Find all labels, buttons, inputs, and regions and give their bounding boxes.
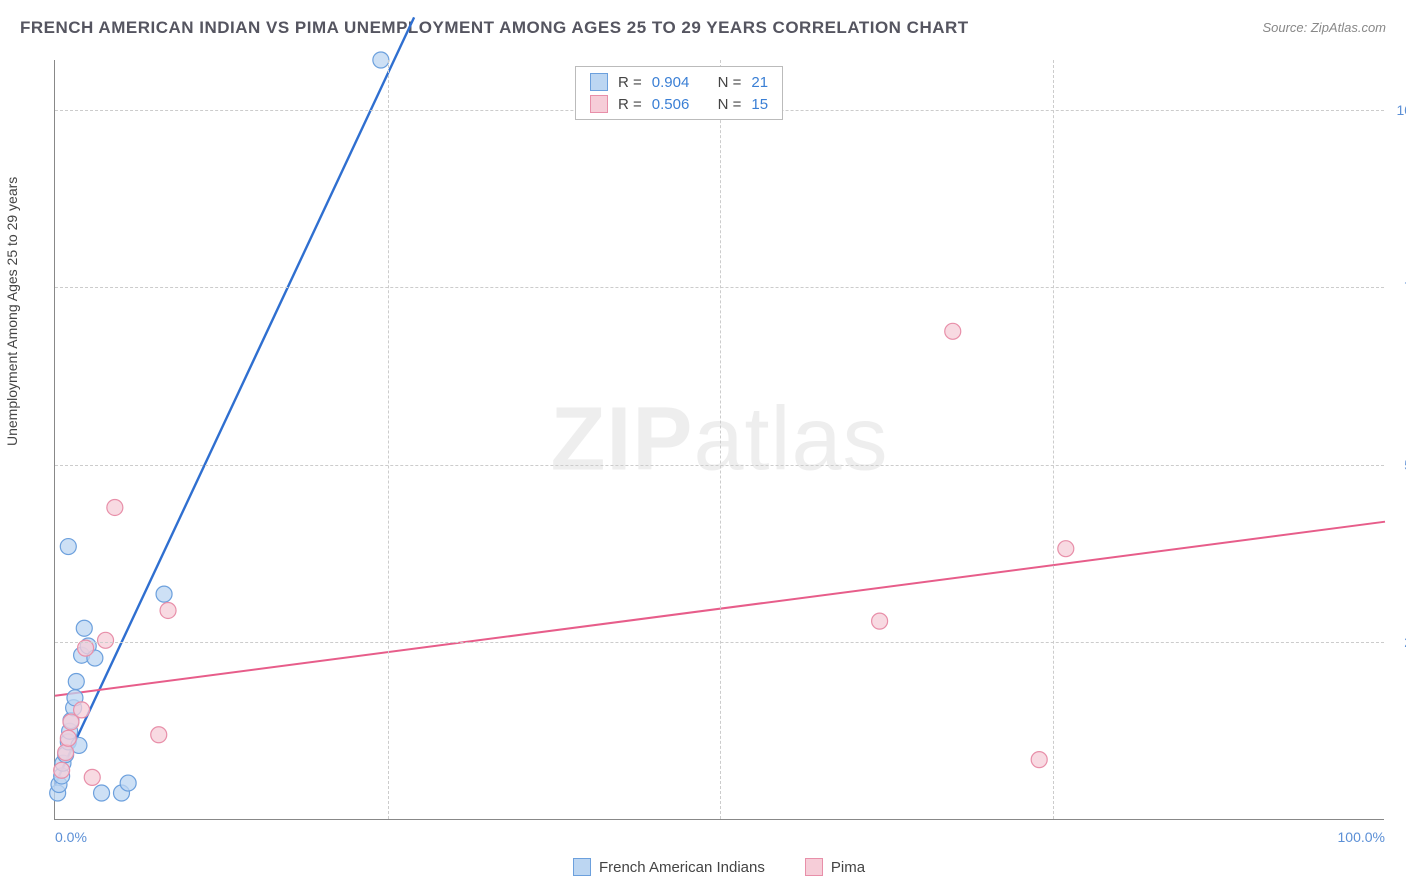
data-point: [160, 602, 176, 618]
y-tick-label: 25.0%: [1389, 634, 1406, 650]
n-value: 15: [751, 96, 768, 113]
n-label: N =: [718, 74, 742, 91]
legend-item: Pima: [805, 858, 865, 876]
y-axis-title: Unemployment Among Ages 25 to 29 years: [4, 177, 20, 446]
data-point: [94, 785, 110, 801]
data-point: [373, 52, 389, 68]
data-point: [945, 323, 961, 339]
data-point: [58, 745, 74, 761]
gridline-v: [720, 60, 721, 819]
r-label: R =: [618, 74, 642, 91]
r-value: 0.904: [652, 74, 690, 91]
data-point: [60, 730, 76, 746]
data-point: [68, 673, 84, 689]
data-point: [872, 613, 888, 629]
y-tick-label: 50.0%: [1389, 457, 1406, 473]
legend-label: French American Indians: [599, 859, 765, 876]
chart-title: FRENCH AMERICAN INDIAN VS PIMA UNEMPLOYM…: [20, 18, 969, 38]
data-point: [156, 586, 172, 602]
x-tick-label: 100.0%: [1338, 829, 1385, 845]
data-point: [84, 769, 100, 785]
legend-item: French American Indians: [573, 858, 765, 876]
n-value: 21: [751, 74, 768, 91]
data-point: [120, 775, 136, 791]
series-legend: French American Indians Pima: [54, 858, 1384, 876]
swatch-icon: [573, 858, 591, 876]
swatch-icon: [590, 73, 608, 91]
legend-label: Pima: [831, 859, 865, 876]
r-value: 0.506: [652, 96, 690, 113]
data-point: [107, 499, 123, 515]
swatch-icon: [590, 95, 608, 113]
data-point: [54, 762, 70, 778]
data-point: [151, 727, 167, 743]
plot-area: ZIPatlas R = 0.904 N = 21 R = 0.506 N = …: [54, 60, 1384, 820]
data-point: [1058, 541, 1074, 557]
n-label: N =: [718, 96, 742, 113]
legend-row: R = 0.904 N = 21: [590, 71, 768, 93]
data-point: [76, 620, 92, 636]
regression-line: [55, 17, 414, 784]
correlation-legend: R = 0.904 N = 21 R = 0.506 N = 15: [575, 66, 783, 120]
data-point: [1031, 752, 1047, 768]
y-tick-label: 75.0%: [1389, 279, 1406, 295]
gridline-v: [1053, 60, 1054, 819]
x-tick-label: 0.0%: [55, 829, 87, 845]
swatch-icon: [805, 858, 823, 876]
data-point: [74, 702, 90, 718]
legend-row: R = 0.506 N = 15: [590, 93, 768, 115]
data-point: [98, 632, 114, 648]
data-point: [60, 539, 76, 555]
y-tick-label: 100.0%: [1389, 102, 1406, 118]
source-attribution: Source: ZipAtlas.com: [1262, 20, 1386, 35]
gridline-v: [388, 60, 389, 819]
r-label: R =: [618, 96, 642, 113]
